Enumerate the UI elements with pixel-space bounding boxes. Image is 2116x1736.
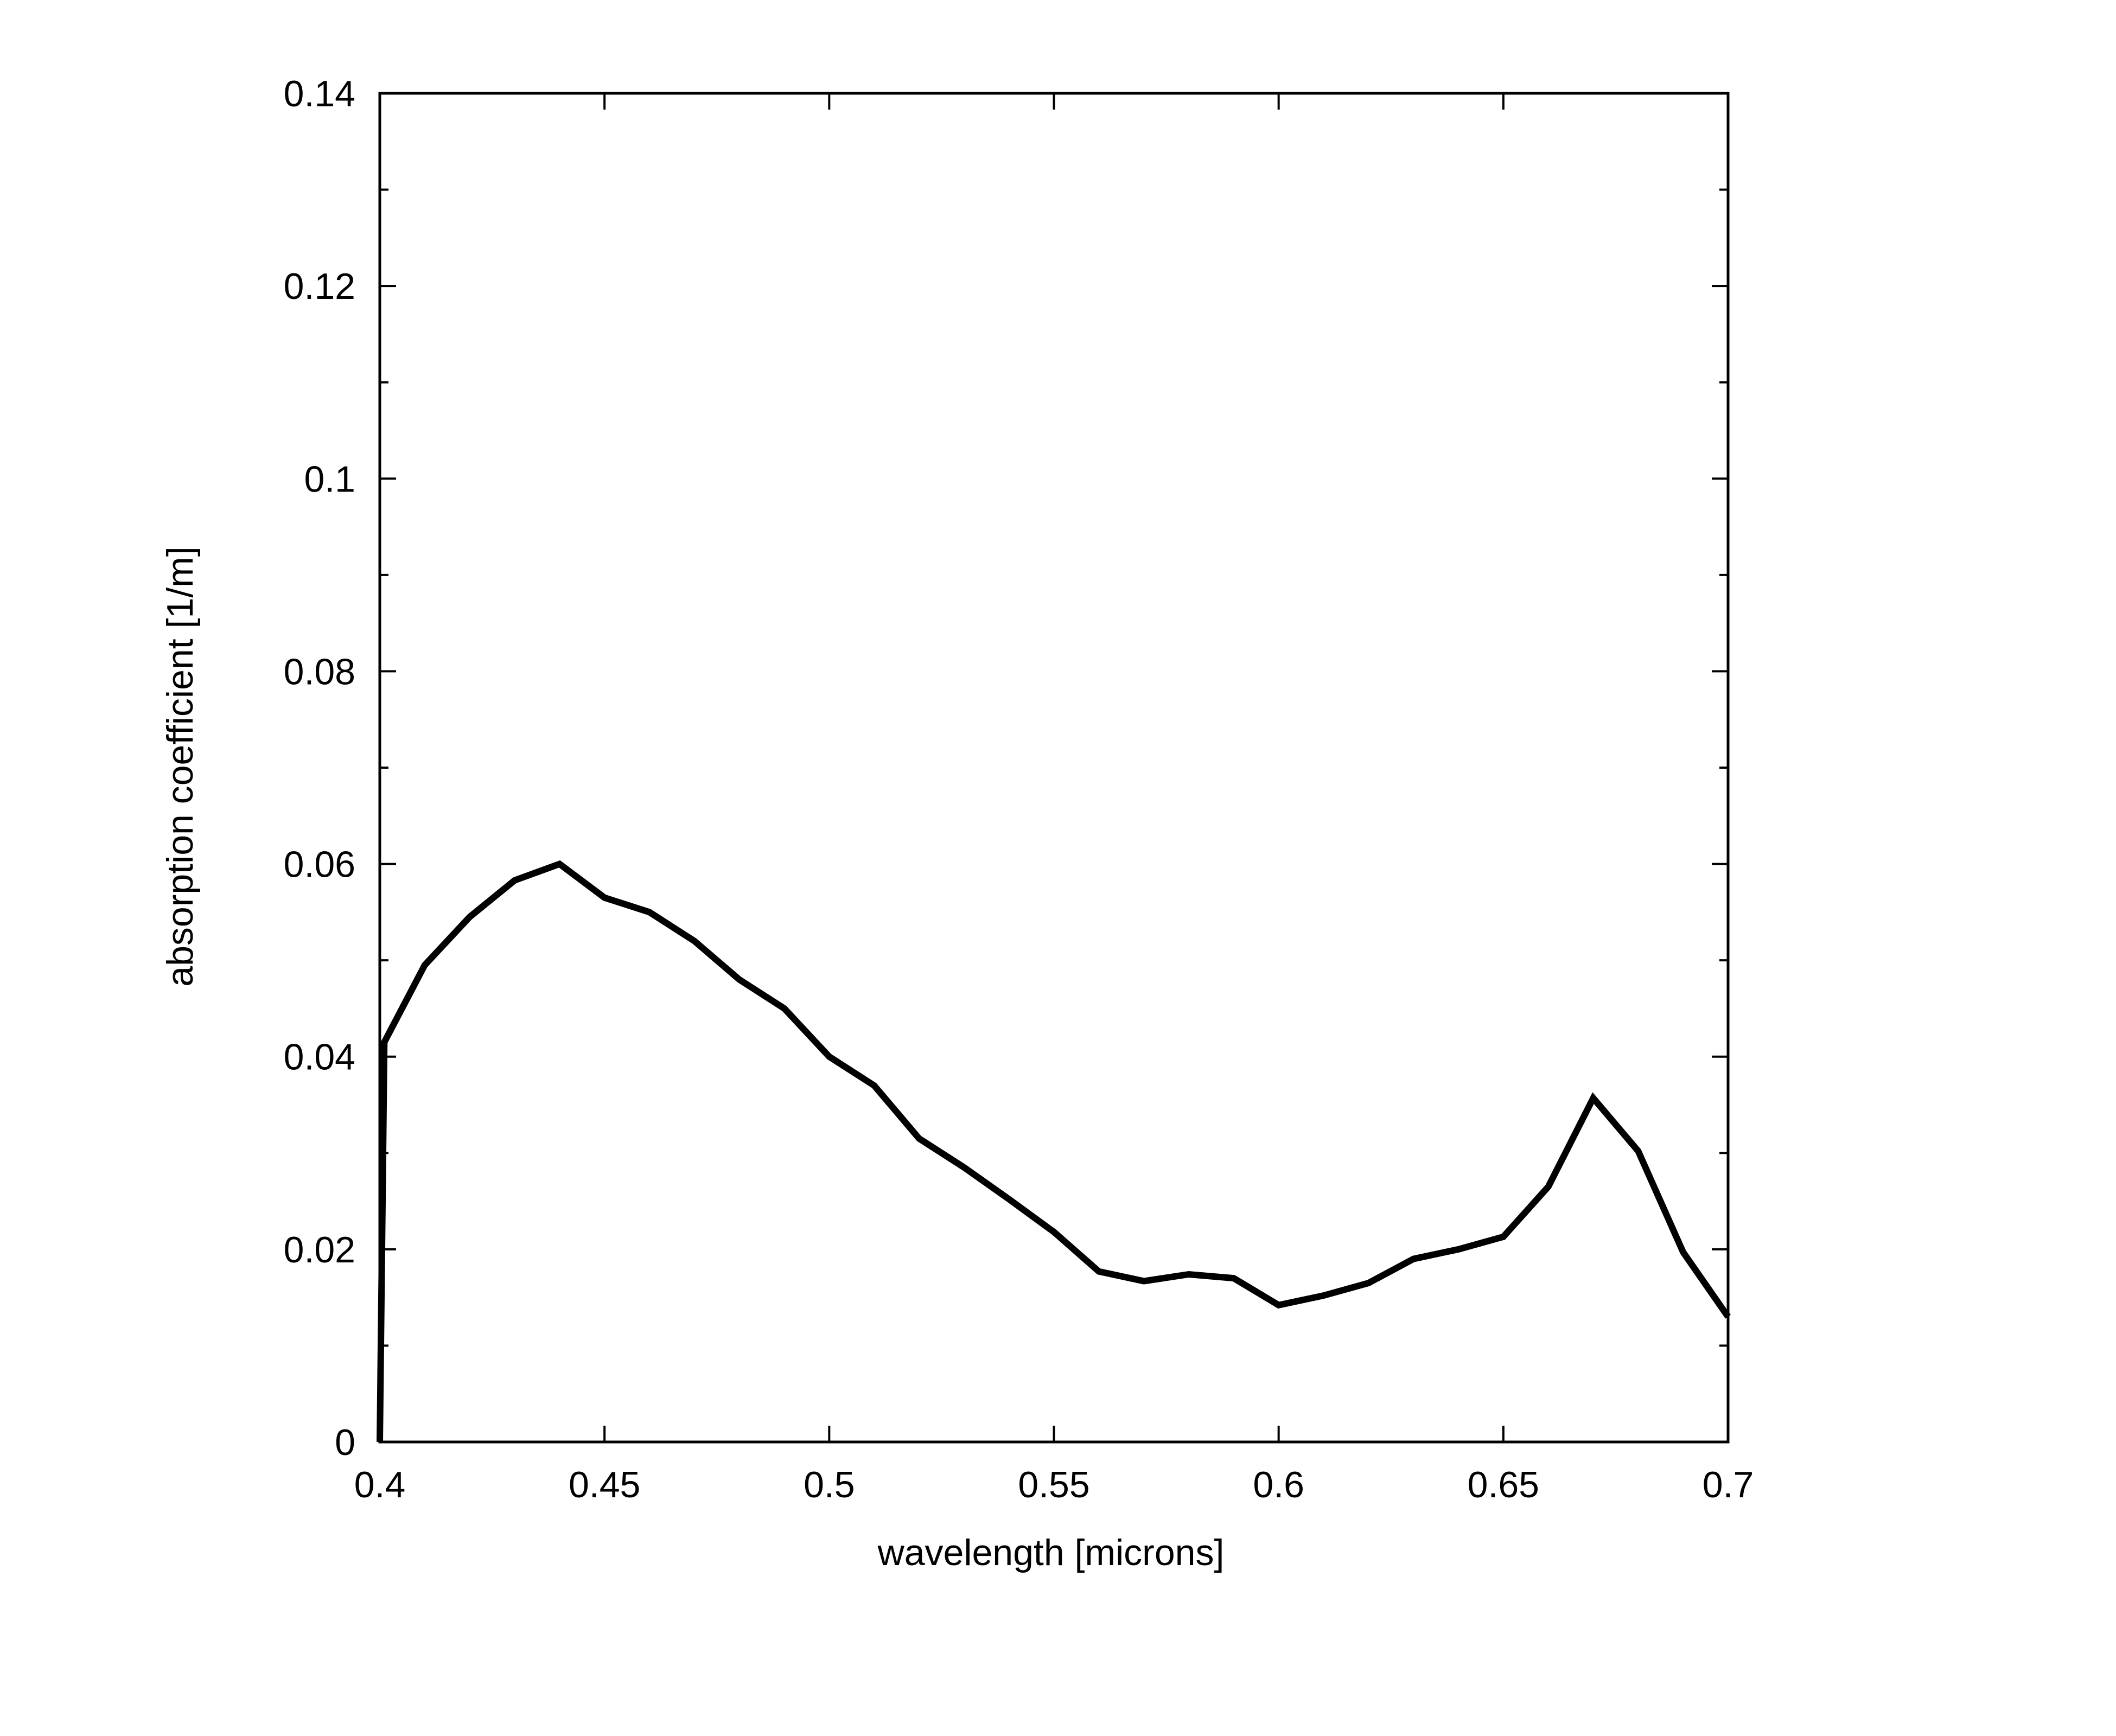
y-tick-labels: 0 0.02 0.04 0.06 0.08 0.1 0.12 0.14 (284, 73, 355, 1463)
y-tick-label: 0.14 (284, 73, 355, 114)
series-line (377, 860, 1731, 1443)
axis-ticks (379, 92, 1729, 1443)
x-tick-label: 0.55 (1018, 1464, 1089, 1505)
y-tick-label: 0.1 (304, 458, 355, 500)
plot-frame (378, 92, 1730, 1444)
x-tick-labels: 0.4 0.45 0.5 0.55 0.6 0.65 0.7 (354, 1464, 1754, 1505)
y-tick-label: 0.02 (284, 1229, 355, 1271)
y-tick-label: 0 (335, 1422, 355, 1463)
x-tick-label: 0.65 (1468, 1464, 1539, 1505)
y-tick-label: 0.12 (284, 266, 355, 307)
x-tick-label: 0.6 (1253, 1464, 1304, 1505)
x-tick-label: 0.5 (804, 1464, 855, 1505)
plot-border (378, 92, 1730, 1444)
x-tick-label: 0.4 (354, 1464, 406, 1505)
x-tick-label: 0.7 (1703, 1464, 1754, 1505)
y-axis-title: absorption coefficient [1/m] (160, 546, 201, 986)
y-tick-label: 0.04 (284, 1037, 355, 1078)
x-tick-label: 0.45 (569, 1464, 640, 1505)
x-axis-title: wavelength [microns] (877, 1532, 1225, 1573)
y-tick-label: 0.08 (284, 651, 355, 692)
y-tick-label: 0.06 (284, 844, 355, 885)
series-layer (377, 860, 1731, 1443)
